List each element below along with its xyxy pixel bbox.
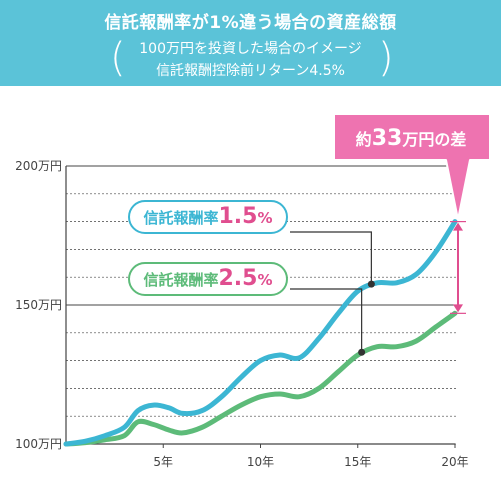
y-tick-label: 200万円: [15, 159, 62, 173]
label-fee-2-5-value: 2.5: [218, 266, 258, 291]
difference-callout-text: 約33万円の差: [332, 126, 490, 151]
callout-prefix: 約: [355, 130, 372, 149]
leader-dot-fee-2-5: [358, 348, 366, 356]
diff-arrow-head-up: [453, 222, 463, 231]
callout-suffix: 万円の差: [402, 130, 467, 149]
label-fee-1-5-text: 信託報酬率: [143, 209, 219, 227]
header-title: 信託報酬率が1%違う場合の資産総額: [104, 13, 397, 33]
header-paren-open: (: [110, 35, 126, 81]
header-paren-close: ): [378, 35, 394, 81]
header-banner: 信託報酬率が1%違う場合の資産総額 ( 100万円を投資した場合のイメージ 信託…: [0, 0, 501, 86]
label-fee-1-5: 信託報酬率1.5%: [128, 200, 288, 234]
x-tick-label: 15年: [344, 455, 371, 469]
line-chart: 100万円 150万円 200万円 5年 10年 15年 20年: [15, 113, 491, 469]
leader-line-fee-1-5: [290, 231, 372, 285]
x-tick-label: 10年: [247, 455, 274, 469]
diff-arrow-head-down: [453, 304, 463, 313]
x-tick-label: 5年: [153, 455, 173, 469]
callout-amount: 33: [371, 126, 403, 151]
y-tick-label: 100万円: [15, 437, 62, 451]
leader-dot-fee-1-5: [367, 280, 375, 288]
series-line-fee-2-5: [63, 310, 458, 447]
x-tick-label: 20年: [441, 455, 468, 469]
label-fee-2-5-percent: %: [257, 271, 273, 289]
y-tick-label: 150万円: [15, 298, 62, 312]
series-line-fee-1-5: [63, 219, 458, 447]
difference-callout-bubble: [333, 113, 491, 221]
header-subtitle-2: 信託報酬控除前リターン4.5%: [156, 63, 345, 79]
label-fee-2-5: 信託報酬率2.5%: [128, 262, 288, 296]
label-fee-1-5-percent: %: [257, 209, 273, 227]
header-subtitle-1: 100万円を投資した場合のイメージ: [139, 41, 362, 57]
label-fee-2-5-text: 信託報酬率: [143, 271, 219, 289]
leader-line-fee-2-5: [290, 288, 363, 353]
label-fee-1-5-value: 1.5: [218, 204, 258, 229]
